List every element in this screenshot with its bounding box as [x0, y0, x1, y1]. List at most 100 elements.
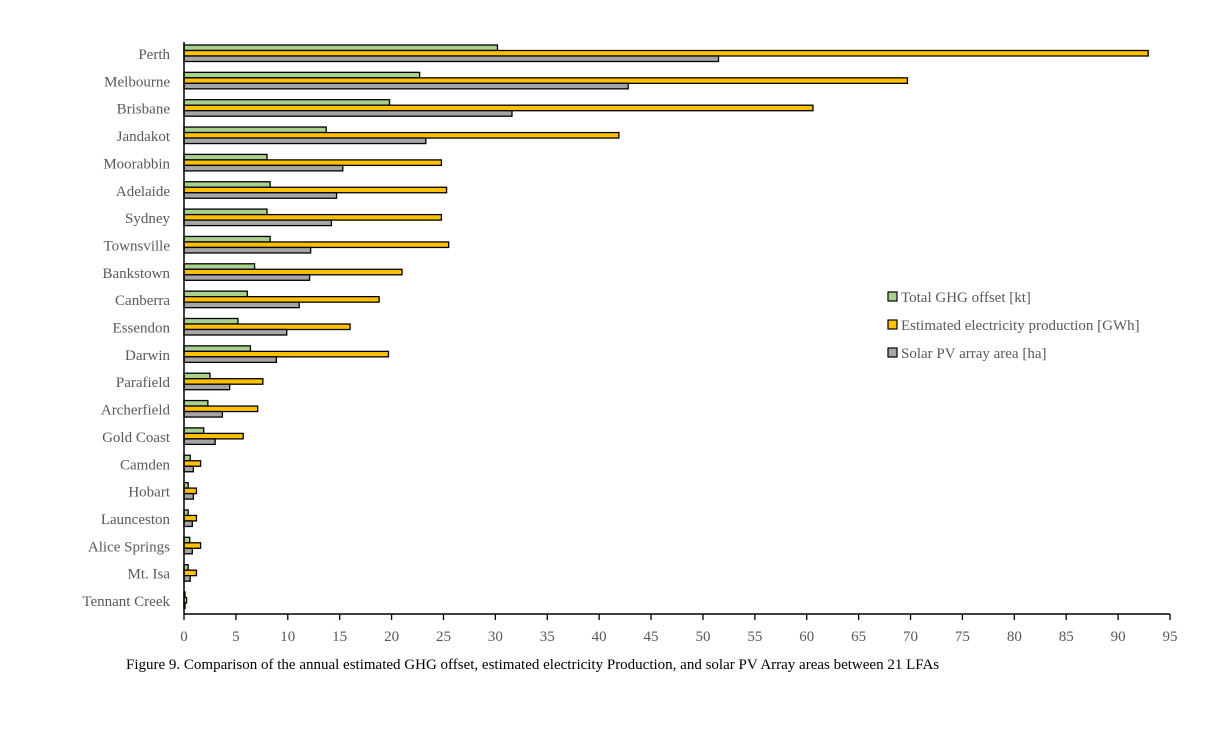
category-label: Camden	[120, 457, 170, 473]
category-label: Launceston	[101, 512, 171, 528]
category-label: Moorabbin	[103, 156, 170, 172]
x-tick-label: 10	[280, 629, 295, 645]
bar-electricity	[183, 77, 909, 84]
legend-swatch	[887, 291, 898, 302]
x-tick-label: 35	[540, 629, 555, 645]
legend-swatch	[887, 347, 898, 358]
x-tick-label: 70	[903, 629, 918, 645]
bar-area	[183, 492, 194, 500]
bar-ghg	[183, 536, 191, 544]
bar-area	[183, 575, 191, 582]
bar-electricity	[183, 186, 448, 194]
category-label: Canberra	[115, 293, 170, 309]
bar-electricity	[183, 514, 198, 522]
bar-ghg	[183, 399, 209, 407]
x-tick-label: 25	[436, 629, 451, 645]
bar-ghg	[183, 153, 268, 161]
bar-area	[183, 438, 216, 446]
bar-area	[183, 164, 344, 172]
bar-area	[183, 520, 193, 528]
bar-electricity	[183, 49, 1149, 57]
bar-electricity	[183, 542, 202, 549]
bar-ghg	[183, 181, 271, 188]
bar-area	[183, 383, 231, 391]
bar-area	[183, 82, 629, 90]
category-label: Mt. Isa	[128, 567, 171, 583]
bar-electricity	[183, 432, 244, 440]
bar-electricity	[183, 295, 380, 303]
bar-area	[183, 410, 224, 418]
bar-ghg	[183, 44, 499, 52]
bar-ghg	[183, 99, 391, 106]
bar-electricity	[183, 460, 202, 467]
category-label: Jandakot	[117, 129, 171, 145]
category-label: Townsville	[104, 238, 171, 254]
bar-area	[183, 137, 427, 145]
bar-ghg	[183, 208, 268, 216]
category-label: Essendon	[113, 321, 171, 337]
bar-ghg	[183, 263, 256, 270]
bar-ghg	[183, 290, 248, 298]
x-tick-label: 40	[592, 629, 607, 645]
category-label: Parafield	[116, 375, 171, 391]
bar-area	[183, 274, 311, 281]
x-tick-label: 55	[747, 629, 762, 645]
category-label: Alice Springs	[88, 539, 170, 555]
bar-area	[183, 192, 338, 199]
x-tick-label: 95	[1163, 629, 1178, 645]
bar-electricity	[183, 487, 198, 495]
bar-ghg	[183, 427, 205, 435]
bar-ghg	[183, 454, 191, 462]
bar-electricity	[183, 323, 351, 331]
x-tick-label: 85	[1059, 629, 1074, 645]
bar-electricity	[183, 569, 198, 577]
bar-electricity	[183, 131, 620, 139]
bar-ghg	[183, 235, 271, 243]
x-tick-label: 20	[384, 629, 399, 645]
bar-area	[183, 110, 513, 117]
bar-electricity	[183, 213, 443, 221]
figure-caption: Figure 9. Comparison of the annual estim…	[126, 657, 940, 673]
category-label: Bankstown	[103, 266, 171, 282]
bar-ghg	[183, 345, 252, 353]
category-label: Perth	[138, 47, 170, 63]
legend-swatch	[887, 319, 898, 330]
category-label: Darwin	[125, 348, 170, 364]
bar-electricity	[183, 350, 390, 358]
x-tick-label: 80	[1007, 629, 1022, 645]
bar-ghg	[183, 372, 211, 380]
x-tick-label: 45	[644, 629, 659, 645]
legend-label: Solar PV array area [ha]	[901, 346, 1047, 362]
bar-electricity	[183, 241, 450, 249]
x-tick-label: 65	[851, 629, 866, 645]
bar-area	[183, 547, 193, 555]
bar-electricity	[183, 268, 403, 276]
category-label: Tennant Creek	[82, 594, 170, 610]
bar-area	[183, 219, 333, 227]
category-label: Melbourne	[104, 74, 170, 90]
bar-electricity	[183, 405, 259, 413]
bar-electricity	[183, 159, 443, 167]
bar-ghg	[183, 317, 239, 325]
bar-ghg	[183, 71, 421, 79]
x-tick-label: 30	[488, 629, 503, 645]
x-tick-label: 5	[232, 629, 240, 645]
x-tick-label: 0	[180, 629, 188, 645]
x-tick-label: 90	[1111, 629, 1126, 645]
bar-ghg	[183, 126, 327, 134]
bar-electricity	[183, 104, 814, 112]
x-tick-label: 75	[955, 629, 970, 645]
category-label: Adelaide	[116, 184, 170, 200]
bar-area	[183, 328, 288, 336]
category-label: Sydney	[125, 211, 171, 227]
x-tick-label: 15	[332, 629, 347, 645]
bar-area	[183, 356, 278, 364]
x-tick-label: 50	[695, 629, 710, 645]
category-label: Gold Coast	[102, 430, 171, 446]
category-label: Hobart	[128, 485, 170, 501]
x-tick-label: 60	[799, 629, 814, 645]
legend-label: Estimated electricity production [GWh]	[901, 318, 1140, 334]
bar-area	[183, 465, 194, 473]
bar-area	[183, 246, 312, 254]
legend-label: Total GHG offset [kt]	[901, 290, 1031, 306]
